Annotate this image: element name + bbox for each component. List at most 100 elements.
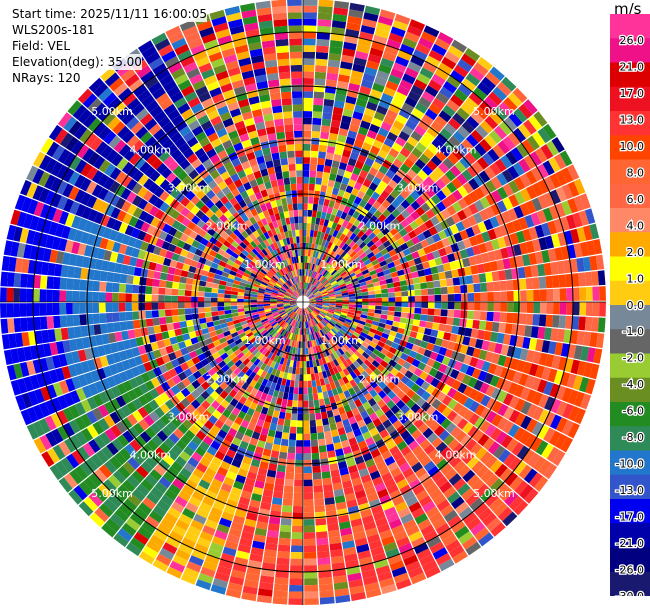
range-gate	[446, 99, 460, 112]
range-gate	[411, 251, 420, 259]
range-gate	[446, 181, 458, 193]
range-gate	[304, 289, 307, 296]
range-gate	[307, 203, 313, 211]
range-gate	[230, 291, 238, 296]
range-gate	[310, 439, 319, 447]
range-gate	[328, 416, 336, 425]
range-gate	[332, 284, 339, 289]
range-gate	[171, 309, 179, 316]
range-gate	[314, 292, 321, 296]
range-gate	[443, 262, 452, 272]
range-gate	[436, 190, 447, 201]
range-gate	[338, 241, 346, 249]
range-gate	[317, 25, 331, 34]
range-gate	[565, 315, 573, 330]
range-gate	[280, 438, 289, 447]
range-gate	[434, 337, 443, 347]
range-gate	[312, 288, 318, 294]
range-gate	[379, 318, 387, 324]
range-gate	[399, 366, 408, 376]
range-gate	[423, 349, 433, 358]
range-gate	[369, 427, 379, 437]
range-gate	[59, 315, 68, 328]
range-gate	[513, 500, 529, 516]
range-gate	[398, 414, 409, 425]
range-gate	[171, 295, 178, 302]
range-gate	[414, 513, 429, 525]
range-gate	[303, 124, 312, 131]
range-gate	[372, 247, 381, 256]
range-gate	[434, 287, 442, 295]
range-gate	[410, 200, 421, 211]
range-gate	[307, 269, 310, 277]
range-gate	[98, 302, 106, 313]
range-gate	[354, 160, 364, 170]
range-gate	[311, 319, 315, 326]
range-gate	[435, 413, 447, 425]
range-gate	[576, 257, 585, 272]
range-gate	[410, 210, 420, 221]
range-gate	[469, 497, 484, 512]
range-gate	[283, 485, 294, 493]
range-gate	[360, 285, 368, 290]
range-gate	[439, 279, 448, 287]
range-gate	[408, 364, 418, 374]
range-gate	[420, 524, 435, 537]
range-gate	[306, 291, 312, 297]
range-gate	[452, 112, 466, 126]
range-gate	[287, 452, 296, 460]
range-gate	[340, 211, 348, 220]
range-gate	[351, 187, 360, 197]
range-gate	[303, 91, 314, 98]
range-gate	[309, 270, 313, 277]
range-gate	[382, 302, 389, 307]
range-gate	[434, 294, 442, 302]
range-gate	[364, 5, 381, 16]
range-gate	[441, 197, 452, 209]
range-gate	[360, 314, 368, 319]
range-gate	[418, 472, 431, 484]
range-gate	[315, 294, 322, 298]
range-gate	[323, 219, 330, 227]
range-gate	[314, 251, 320, 259]
range-gate	[382, 51, 397, 62]
range-gate	[359, 354, 367, 363]
range-gate	[421, 295, 429, 302]
range-gate	[438, 247, 447, 257]
range-gate	[489, 497, 504, 512]
range-gate	[329, 304, 336, 307]
range-gate	[309, 229, 314, 237]
range-gate	[388, 297, 396, 302]
range-gate	[316, 32, 331, 40]
range-gate	[309, 299, 317, 302]
range-gate	[387, 261, 396, 269]
range-gate	[442, 104, 456, 118]
range-gate	[391, 199, 401, 209]
range-gate	[411, 344, 420, 353]
range-gate	[435, 178, 446, 190]
range-gate	[353, 57, 367, 67]
range-gate	[352, 266, 360, 273]
range-gate	[392, 20, 409, 31]
range-gate	[318, 151, 327, 159]
range-gate	[355, 98, 368, 108]
range-gate	[356, 230, 365, 239]
range-gate	[349, 363, 357, 372]
range-gate	[378, 15, 394, 26]
range-gate	[350, 202, 359, 211]
range-gate	[165, 316, 173, 324]
range-gate	[519, 173, 532, 188]
range-gate	[345, 95, 357, 105]
range-gate	[361, 225, 369, 234]
range-gate	[453, 478, 467, 491]
range-gate	[468, 92, 483, 106]
range-gate	[432, 547, 448, 560]
range-gate	[531, 197, 543, 212]
range-gate	[356, 259, 364, 266]
range-gate	[573, 243, 583, 258]
range-gate	[393, 232, 403, 241]
range-gate	[400, 199, 411, 209]
range-gate	[526, 418, 538, 433]
range-gate	[308, 305, 315, 309]
range-gate	[295, 453, 303, 461]
